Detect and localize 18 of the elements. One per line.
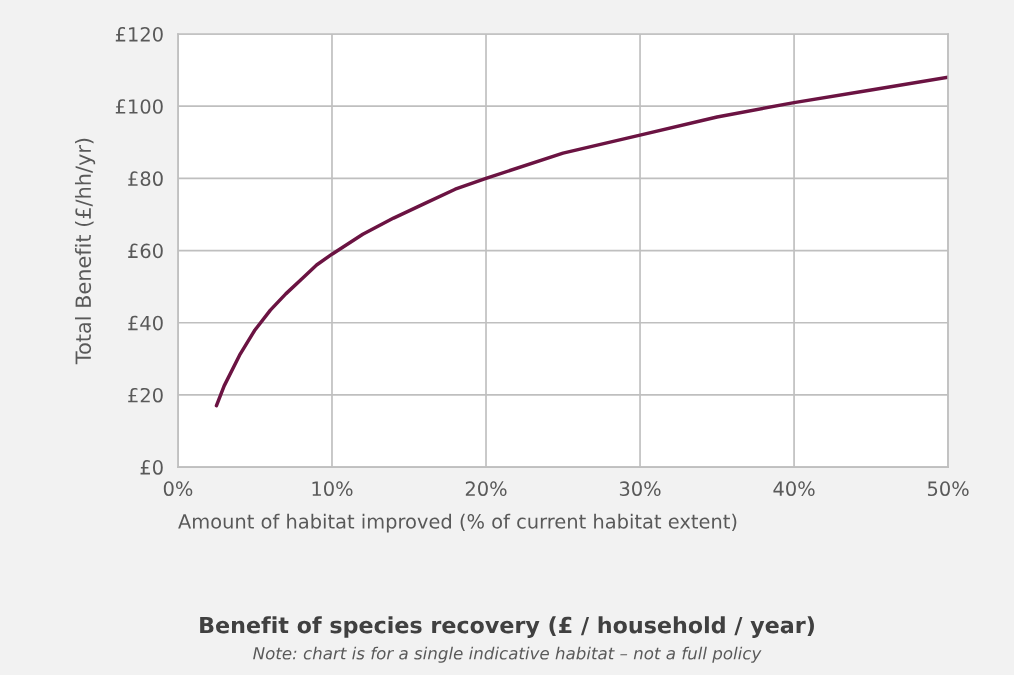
y-tick-label: £100: [115, 99, 163, 114]
text: Note: chart is for a single indicative habitat – not a full policy: [253, 646, 762, 663]
line-series: [214, 75, 949, 408]
text: Benefit of species recovery (£ / household / year): [200, 616, 814, 638]
y-tick-label: £80: [128, 171, 163, 187]
x-tick-label: 0%: [163, 481, 193, 497]
x-axis-title: Amount of habitat improved (% of current habitat extent): [178, 513, 737, 533]
y-tick-label: £40: [128, 315, 163, 331]
x-tick-label: 10%: [312, 481, 353, 497]
y-tick-label: £0: [140, 460, 163, 475]
x-tick-label: 30%: [619, 481, 661, 497]
x-tick-label: 40%: [773, 481, 815, 497]
y-tick-label: £60: [128, 243, 163, 259]
x-tick-label: 20%: [465, 481, 507, 497]
x-tick-label: 50%: [927, 481, 969, 497]
y-tick-label: £20: [128, 387, 163, 403]
y-axis-title: Total Benefit (£/hh/yr): [74, 138, 96, 365]
y-tick-label: £120: [115, 26, 163, 42]
